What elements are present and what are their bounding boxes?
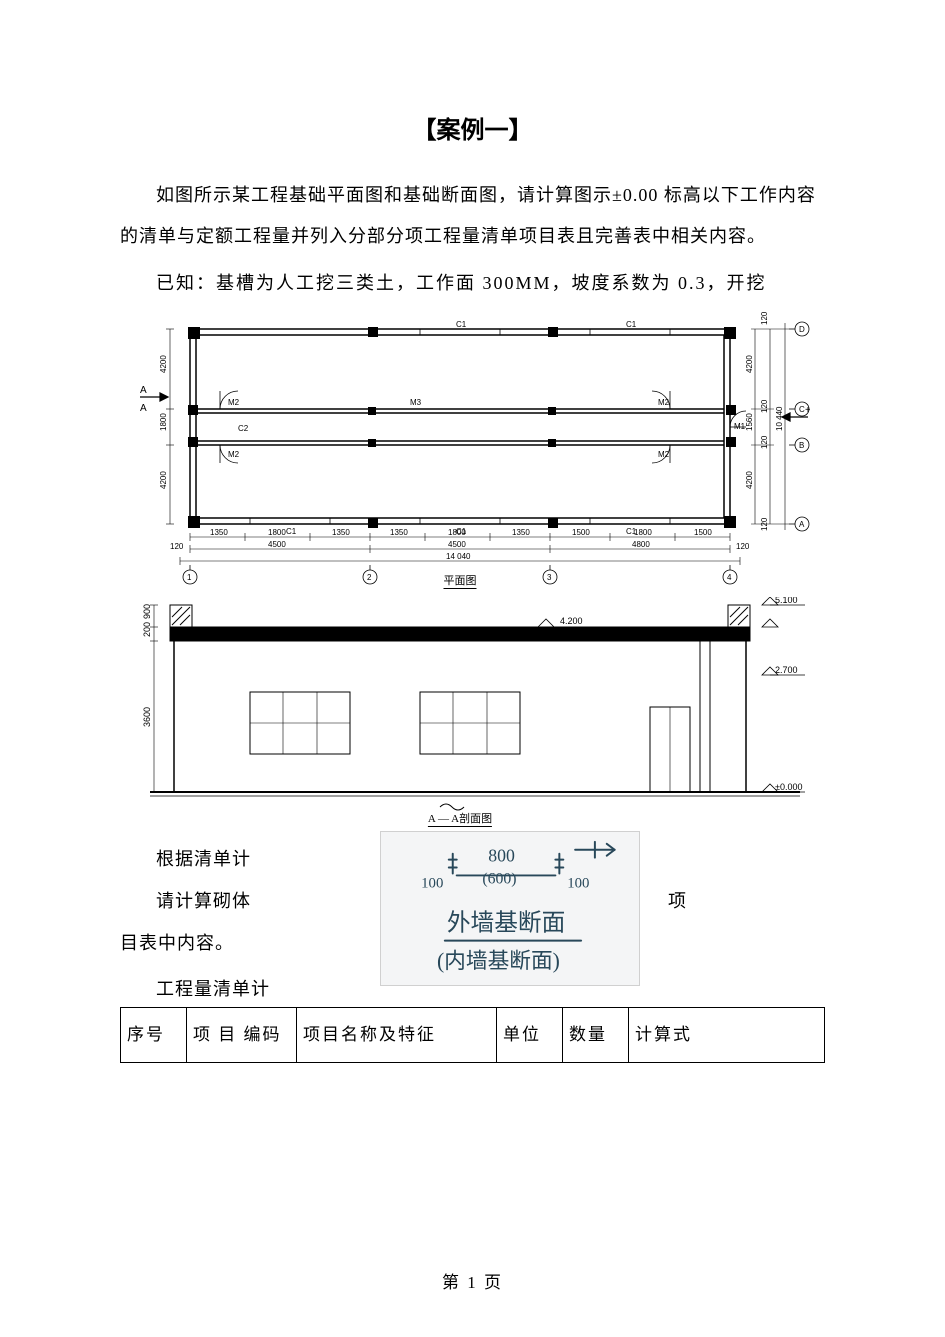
label-c2: C2: [238, 424, 249, 433]
label-c1: C1: [286, 527, 297, 536]
level: 4.200: [560, 616, 583, 626]
frag-l2: 请计算砌体: [156, 887, 251, 913]
dim: 4200: [745, 355, 754, 373]
dim: 1800: [448, 528, 466, 537]
dim-total: 14 040: [446, 552, 471, 561]
dim: 1350: [210, 528, 228, 537]
dim: 120: [760, 399, 769, 413]
hand-600: (600): [482, 871, 516, 888]
frag-l1: 根据清单计: [156, 845, 251, 871]
th-name: 项目名称及特征: [297, 1008, 497, 1062]
label-m3: M3: [410, 398, 422, 407]
dim: 200: [142, 622, 152, 637]
dim: 120: [760, 517, 769, 531]
elevation-caption: A — A剖面图: [428, 810, 492, 827]
grid-row: A: [799, 520, 805, 529]
dim: 120: [760, 311, 769, 325]
section-mark: A: [140, 403, 147, 414]
grid-num: 4: [727, 573, 732, 582]
elevation-diagram: 5.100 4.200 2.700 ±0.000 900 200 3600 A …: [110, 597, 810, 827]
label-m1: M1: [734, 422, 746, 431]
floor-plan-diagram: C1 C1 C1 C1 C1 C2 M2 M2 M2 M2 M3 M1 1350…: [110, 309, 810, 589]
label-c1: C1: [626, 320, 637, 329]
section-mark: +: [805, 405, 810, 416]
grid-row: B: [799, 441, 804, 450]
grid-num: 2: [367, 573, 372, 582]
th-code: 项 目 编码: [187, 1008, 297, 1062]
dim: 1350: [332, 528, 350, 537]
hand-line1: 外墙基断面: [447, 910, 565, 937]
level: ±0.000: [775, 782, 802, 792]
frag-r1: 项: [668, 887, 687, 913]
level: 2.700: [775, 665, 798, 675]
dim-edge: 120: [736, 542, 750, 551]
label-m2: M2: [228, 450, 240, 459]
dim: 1500: [572, 528, 590, 537]
overlay-zone: 根据清单计 请计算砌体 目表中内容。 工程量清单计 项: [120, 831, 825, 1001]
grid-num: 1: [187, 573, 192, 582]
frag-l4: 工程量清单计: [156, 975, 270, 1001]
dim: 1350: [512, 528, 530, 537]
dim: 1800: [268, 528, 286, 537]
hand-line2: (内墙基断面): [437, 950, 560, 974]
dim: 1500: [694, 528, 712, 537]
plan-caption: 平面图: [444, 572, 477, 589]
paragraph-2: 已知：基槽为人工挖三类土，工作面 300MM，坡度系数为 0.3，开挖: [120, 264, 825, 304]
dim: 900: [142, 604, 152, 619]
page-footer: 第 1 页: [0, 1268, 945, 1293]
level: 5.100: [775, 597, 798, 605]
grid-row: D: [799, 325, 805, 334]
section-mark: A: [140, 385, 147, 396]
hand-100r: 100: [567, 876, 589, 892]
dim: 4800: [632, 540, 650, 549]
dim: 4500: [268, 540, 286, 549]
dim: 4500: [448, 540, 466, 549]
dim: 3600: [142, 707, 152, 727]
th-seq: 序号: [121, 1008, 187, 1062]
th-unit: 单位: [497, 1008, 563, 1062]
handwritten-section: 800 (600) 100 100 外墙基断面 (内墙基断面): [380, 831, 640, 986]
table-header-row: 序号 项 目 编码 项目名称及特征 单位 数量 计算式: [121, 1008, 825, 1062]
dim: 4200: [159, 471, 168, 489]
dim: 1350: [390, 528, 408, 537]
th-calc: 计算式: [629, 1008, 825, 1062]
dim-edge: 120: [170, 542, 184, 551]
paragraph-1: 如图所示某工程基础平面图和基础断面图，请计算图示±0.00 标高以下工作内容的清…: [120, 175, 825, 258]
boq-table: 序号 项 目 编码 项目名称及特征 单位 数量 计算式: [120, 1007, 825, 1062]
dim: 1800: [634, 528, 652, 537]
hand-100l: 100: [421, 876, 443, 892]
dim: 4200: [745, 471, 754, 489]
th-qty: 数量: [563, 1008, 629, 1062]
grid-num: 3: [547, 573, 552, 582]
label-c1: C1: [456, 320, 467, 329]
label-m2: M2: [658, 398, 670, 407]
doc-title: 【案例一】: [120, 110, 825, 145]
hand-800: 800: [488, 846, 515, 866]
frag-l3: 目表中内容。: [120, 929, 234, 955]
dim: 1560: [745, 413, 754, 431]
dim-total: 10 440: [775, 406, 784, 431]
dim: 120: [760, 435, 769, 449]
label-m2: M2: [658, 450, 670, 459]
label-m2: M2: [228, 398, 240, 407]
dim: 4200: [159, 355, 168, 373]
dim: 1800: [159, 413, 168, 431]
